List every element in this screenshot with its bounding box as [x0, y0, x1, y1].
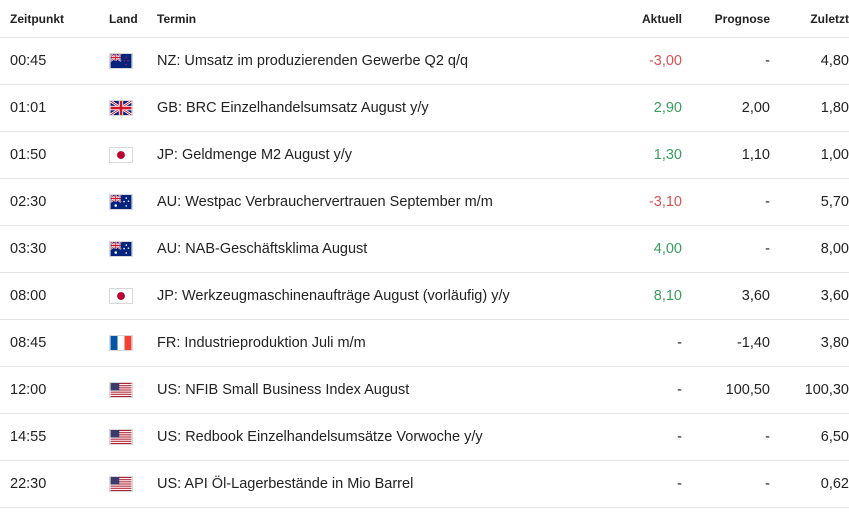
row-time: 12:00 — [0, 366, 109, 414]
row-zuletzt: 1,00 — [770, 131, 849, 179]
row-time: 14:55 — [0, 413, 109, 461]
row-time: 01:01 — [0, 84, 109, 132]
row-termin[interactable]: JP: Geldmenge M2 August y/y — [157, 131, 597, 179]
table-row[interactable]: 14:55 US: Redbook Einzelhandelsumsätze Vo… — [0, 413, 849, 461]
row-country — [109, 178, 157, 226]
row-country — [109, 225, 157, 273]
row-prognose: - — [682, 413, 770, 461]
row-country — [109, 84, 157, 132]
row-termin[interactable]: GB: BRC Einzelhandelsumsatz August y/y — [157, 84, 597, 132]
table-row[interactable]: 02:30 AU: Westpac Verbrauchervertrauen Se… — [0, 178, 849, 226]
row-termin[interactable]: FR: Industrieproduktion Juli m/m — [157, 319, 597, 367]
row-termin[interactable]: AU: NAB-Geschäftsklima August — [157, 225, 597, 273]
table-row[interactable]: 01:50 JP: Geldmenge M2 August y/y 1,30 1,10… — [0, 131, 849, 179]
row-aktuell: 1,30 — [597, 131, 682, 179]
row-aktuell: - — [597, 413, 682, 461]
row-time: 08:45 — [0, 319, 109, 367]
row-time: 22:30 — [0, 460, 109, 508]
header-aktuell[interactable]: Aktuell — [597, 0, 682, 38]
row-aktuell: - — [597, 366, 682, 414]
jp-flag-icon — [109, 288, 157, 304]
row-zuletzt: 100,30 — [770, 366, 849, 414]
row-prognose: 100,50 — [682, 366, 770, 414]
row-prognose: 3,60 — [682, 272, 770, 320]
header-zuletzt[interactable]: Zuletzt — [770, 0, 849, 38]
row-time: 08:00 — [0, 272, 109, 320]
row-zuletzt: 0,62 — [770, 460, 849, 508]
row-country — [109, 413, 157, 461]
row-prognose: - — [682, 37, 770, 85]
row-termin[interactable]: JP: Werkzeugmaschinenaufträge August (vo… — [157, 272, 597, 320]
fr-flag-icon — [109, 335, 157, 351]
table-row[interactable]: 22:30 US: API Öl-Lagerbestände in Mio Bar… — [0, 460, 849, 508]
row-prognose: - — [682, 178, 770, 226]
row-country — [109, 319, 157, 367]
us-flag-icon — [109, 476, 157, 492]
row-zuletzt: 6,50 — [770, 413, 849, 461]
row-zuletzt: 8,00 — [770, 225, 849, 273]
row-zuletzt: 3,80 — [770, 319, 849, 367]
row-termin[interactable]: US: API Öl-Lagerbestände in Mio Barrel — [157, 460, 597, 508]
row-zuletzt: 4,80 — [770, 37, 849, 85]
au-flag-icon — [109, 194, 157, 210]
header-termin[interactable]: Termin — [157, 0, 597, 38]
row-prognose: - — [682, 460, 770, 508]
row-prognose: 2,00 — [682, 84, 770, 132]
table-row[interactable]: 03:30 AU: NAB-Geschäftsklima August 4,00-8… — [0, 225, 849, 273]
row-prognose: -1,40 — [682, 319, 770, 367]
table-row[interactable]: 08:00 JP: Werkzeugmaschinenaufträge Augus… — [0, 272, 849, 320]
row-country — [109, 131, 157, 179]
row-time: 03:30 — [0, 225, 109, 273]
row-prognose: 1,10 — [682, 131, 770, 179]
row-aktuell: -3,00 — [597, 37, 682, 85]
table-row[interactable]: 12:00 US: NFIB Small Business Index Augus… — [0, 366, 849, 414]
row-aktuell: 8,10 — [597, 272, 682, 320]
jp-flag-icon — [109, 147, 157, 163]
row-time: 00:45 — [0, 37, 109, 85]
row-zuletzt: 5,70 — [770, 178, 849, 226]
row-aktuell: 4,00 — [597, 225, 682, 273]
nz-flag-icon — [109, 53, 157, 69]
us-flag-icon — [109, 429, 157, 445]
header-prognose[interactable]: Prognose — [682, 0, 770, 38]
table-row[interactable]: 00:45 NZ: Umsatz im produzierenden Gewerb… — [0, 37, 849, 85]
header-row: Zeitpunkt Land Termin Aktuell Prognose Z… — [0, 0, 849, 38]
row-aktuell: -3,10 — [597, 178, 682, 226]
row-time: 02:30 — [0, 178, 109, 226]
table-row[interactable]: 01:01 GB: BRC Einzelhandelsumsatz August … — [0, 84, 849, 132]
us-flag-icon — [109, 382, 157, 398]
row-termin[interactable]: NZ: Umsatz im produzierenden Gewerbe Q2 … — [157, 37, 597, 85]
au-flag-icon — [109, 241, 157, 257]
row-country — [109, 272, 157, 320]
row-termin[interactable]: US: Redbook Einzelhandelsumsätze Vorwoch… — [157, 413, 597, 461]
row-country — [109, 37, 157, 85]
row-termin[interactable]: US: NFIB Small Business Index August — [157, 366, 597, 414]
row-country — [109, 366, 157, 414]
row-prognose: - — [682, 225, 770, 273]
row-time: 01:50 — [0, 131, 109, 179]
gb-flag-icon — [109, 100, 157, 116]
row-aktuell: - — [597, 319, 682, 367]
row-zuletzt: 1,80 — [770, 84, 849, 132]
table-row[interactable]: 08:45 FR: Industrieproduktion Juli m/m - -1… — [0, 319, 849, 367]
row-termin[interactable]: AU: Westpac Verbrauchervertrauen Septemb… — [157, 178, 597, 226]
row-zuletzt: 3,60 — [770, 272, 849, 320]
row-country — [109, 460, 157, 508]
row-aktuell: - — [597, 460, 682, 508]
row-aktuell: 2,90 — [597, 84, 682, 132]
header-zeitpunkt[interactable]: Zeitpunkt — [0, 0, 109, 38]
economic-calendar-table: Zeitpunkt Land Termin Aktuell Prognose Z… — [0, 0, 849, 508]
header-land[interactable]: Land — [109, 0, 157, 38]
